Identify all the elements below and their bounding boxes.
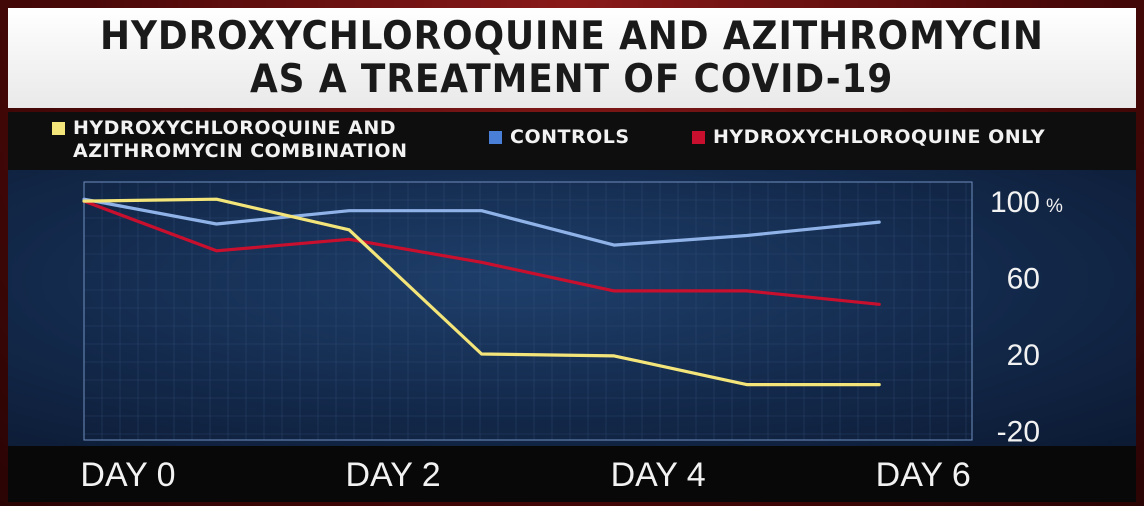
- x-tick-label: DAY 4: [611, 456, 706, 494]
- y-unit-label: %: [1046, 196, 1063, 217]
- legend-item-controls: CONTROLS: [489, 126, 630, 149]
- plot-border: [83, 181, 973, 441]
- x-tick-label: DAY 0: [80, 456, 175, 494]
- y-axis: 100 60 20 -20%: [990, 186, 1063, 448]
- y-tick-label: 100: [990, 186, 1040, 219]
- series-line-2: [82, 199, 881, 306]
- x-tick-label: DAY 2: [346, 456, 441, 494]
- y-tick-label: -20: [997, 415, 1040, 448]
- legend-item-hcq-only: HYDROXYCHLOROQUINE ONLY: [692, 126, 1045, 149]
- legend-label-combination-line-1: HYDROXYCHLOROQUINE AND: [73, 117, 396, 139]
- chart-title-line-2: AS A TREATMENT OF COVID-19: [250, 57, 894, 102]
- y-tick-label: 20: [1007, 339, 1040, 372]
- legend-swatch-controls: [489, 131, 502, 144]
- legend-label-combination-line-2: AZITHROMYCIN COMBINATION: [73, 140, 408, 162]
- grid: [83, 181, 973, 441]
- x-axis: DAY 0 DAY 2 DAY 4 DAY 6: [80, 456, 970, 494]
- legend-swatch-combination: [52, 122, 65, 135]
- y-tick-label: 60: [1007, 263, 1040, 296]
- x-tick-label: DAY 6: [876, 456, 971, 494]
- series-line-1: [82, 197, 881, 247]
- series-layer: [82, 197, 881, 387]
- chart-title-line-1: HYDROXYCHLOROQUINE AND AZITHROMYCIN: [100, 14, 1044, 59]
- title-box: HYDROXYCHLOROQUINE AND AZITHROMYCIN AS A…: [8, 8, 1136, 108]
- x-axis-band: [8, 446, 1136, 502]
- legend-label-controls: CONTROLS: [510, 126, 630, 148]
- legend-swatch-hcq-only: [692, 131, 705, 144]
- legend-item-combination: HYDROXYCHLOROQUINE AND AZITHROMYCIN COMB…: [52, 117, 407, 163]
- series-line-0: [82, 197, 881, 387]
- legend-label-hcq-only: HYDROXYCHLOROQUINE ONLY: [713, 126, 1046, 148]
- legend: HYDROXYCHLOROQUINE AND AZITHROMYCIN COMB…: [8, 112, 1136, 170]
